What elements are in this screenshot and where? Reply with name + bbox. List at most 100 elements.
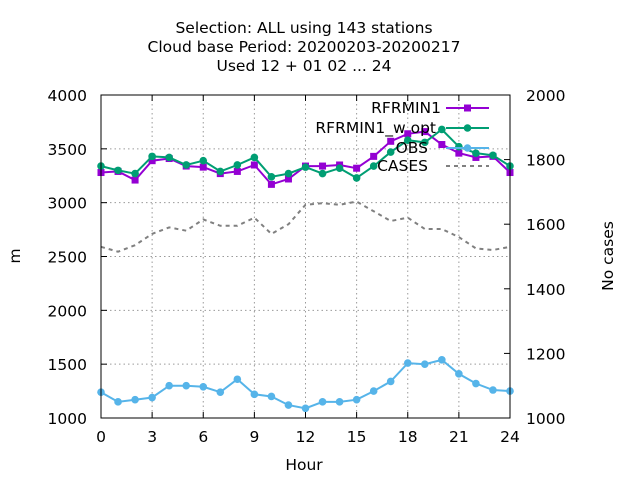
data-point xyxy=(403,136,412,145)
data-point xyxy=(386,148,395,156)
y2-tick-label: 1400 xyxy=(526,281,565,299)
data-point xyxy=(301,404,310,413)
data-point xyxy=(284,175,292,183)
y2-axis-label: No cases xyxy=(599,221,617,291)
legend-entry: CASES xyxy=(377,157,489,175)
data-point xyxy=(438,356,446,364)
data-point xyxy=(335,164,344,173)
x-tick-label: 3 xyxy=(147,428,157,446)
grid xyxy=(101,95,510,418)
data-point xyxy=(472,379,480,388)
data-point xyxy=(403,359,412,367)
data-point xyxy=(114,398,122,406)
y2-tick-label: 1600 xyxy=(526,216,565,234)
x-tick-label: 6 xyxy=(198,428,208,446)
data-point xyxy=(318,398,327,406)
data-point xyxy=(131,169,139,178)
legend-entry: OBS xyxy=(396,139,489,157)
data-point xyxy=(199,382,208,391)
data-point xyxy=(369,387,378,395)
title-line-1: Selection: ALL using 143 stations xyxy=(175,19,432,37)
data-point xyxy=(420,360,429,368)
data-point xyxy=(148,152,156,161)
data-point xyxy=(404,130,412,138)
data-point xyxy=(148,393,156,402)
data-point xyxy=(165,153,173,162)
data-point xyxy=(250,390,259,399)
x-tick-label: 9 xyxy=(249,428,259,446)
y2-tick-label: 1200 xyxy=(526,345,565,363)
data-point xyxy=(472,153,480,161)
series-layer xyxy=(97,125,514,413)
series-0 xyxy=(97,128,514,188)
data-point xyxy=(199,156,208,165)
title-line-3: Used 12 + 01 02 ... 24 xyxy=(216,57,391,75)
data-point xyxy=(386,377,395,386)
data-point xyxy=(352,174,361,182)
data-point xyxy=(267,180,275,188)
y-tick-label: 2000 xyxy=(48,302,87,320)
data-point xyxy=(301,163,310,171)
y-tick-label: 1500 xyxy=(48,356,87,374)
data-point xyxy=(284,401,293,409)
y2-tick-label: 1800 xyxy=(526,152,565,170)
x-tick-label: 24 xyxy=(500,428,520,446)
data-point xyxy=(369,162,378,170)
data-point xyxy=(472,149,480,157)
ticks: 0 3 6 9 12 15 18 21 24 1000 1500 2000 2500 3000 3500 40… xyxy=(48,87,566,446)
y-axis-label: m xyxy=(6,248,24,263)
data-point xyxy=(233,375,242,384)
data-point xyxy=(455,149,463,157)
data-point xyxy=(131,176,139,184)
data-point xyxy=(353,164,361,172)
data-point xyxy=(318,169,327,178)
data-point xyxy=(319,162,327,170)
chart-title: Selection: ALL using 143 stations Cloud … xyxy=(148,19,461,75)
x-tick-label: 15 xyxy=(347,428,367,446)
x-axis-label: Hour xyxy=(285,456,323,474)
y2-tick-label: 2000 xyxy=(526,87,565,105)
legend-label: OBS xyxy=(396,139,428,157)
y-tick-label: 4000 xyxy=(48,87,87,105)
data-point xyxy=(199,163,207,171)
data-point xyxy=(335,398,344,406)
data-point xyxy=(421,128,429,136)
data-point xyxy=(489,386,497,394)
data-point xyxy=(284,169,293,178)
data-point xyxy=(455,142,463,151)
data-point xyxy=(352,395,361,404)
legend-label: RFRMIN1_w opt xyxy=(315,119,436,138)
data-point xyxy=(420,138,429,147)
data-point xyxy=(182,381,191,390)
data-point xyxy=(114,166,122,175)
series-2 xyxy=(97,356,514,413)
x-tick-label: 0 xyxy=(96,428,106,446)
series-1 xyxy=(97,125,514,182)
data-point xyxy=(387,137,395,145)
data-point xyxy=(233,161,242,169)
data-point xyxy=(267,392,276,401)
x-tick-label: 21 xyxy=(449,428,469,446)
legend-marker xyxy=(463,124,472,132)
legend-marker xyxy=(464,104,471,112)
y-tick-label: 3000 xyxy=(48,195,87,213)
y2-tick-label: 1000 xyxy=(526,410,565,428)
data-point xyxy=(250,161,258,169)
y-tick-label: 2500 xyxy=(48,249,87,267)
data-point xyxy=(216,388,225,396)
data-point xyxy=(267,173,276,181)
data-point xyxy=(182,161,191,169)
series-3 xyxy=(100,200,511,253)
x-tick-label: 18 xyxy=(398,428,418,446)
data-point xyxy=(489,151,497,160)
legend-marker xyxy=(463,144,472,152)
data-point xyxy=(438,141,446,149)
data-point xyxy=(250,153,259,162)
data-point xyxy=(148,157,156,165)
legend-label: RFRMIN1 xyxy=(371,99,441,117)
data-point xyxy=(165,381,173,390)
data-point xyxy=(131,395,139,404)
legend-entry: RFRMIN1 xyxy=(371,99,489,117)
